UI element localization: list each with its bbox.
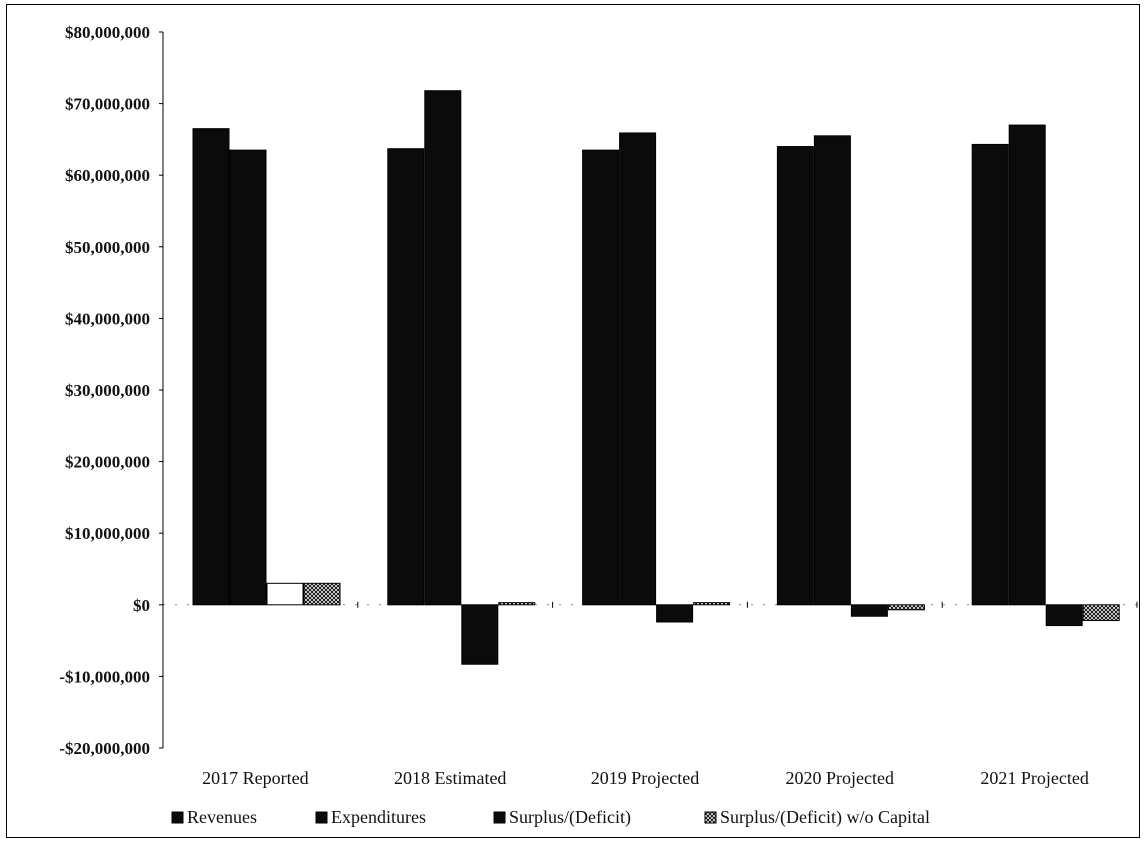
legend-label-expenditures: Expenditures — [331, 807, 426, 827]
y-tick-label: $30,000,000 — [65, 381, 150, 400]
bar-surplus-deficit-w-o-capital-2021-projected — [1082, 604, 1120, 622]
bar-surplus-deficit-w-o-capital-2017-reported — [303, 582, 341, 606]
y-tick-label: $70,000,000 — [65, 95, 150, 114]
legend-label-surplus-deficit-w-o-capital: Surplus/(Deficit) w/o Capital — [720, 807, 930, 828]
bar-expenditures-2017-reported — [229, 149, 267, 606]
y-tick-label: $20,000,000 — [65, 453, 150, 472]
bar-expenditures-2018-estimated — [424, 90, 462, 606]
y-tick-label: $50,000,000 — [65, 238, 150, 257]
x-category-label: 2018 Estimated — [394, 768, 506, 788]
bar-surplus-deficit-2021-projected — [1045, 604, 1083, 627]
x-category-label: 2019 Projected — [591, 768, 699, 788]
bar-expenditures-2021-projected — [1008, 124, 1046, 606]
bar-expenditures-2020-projected — [813, 135, 851, 606]
y-tick-label: $60,000,000 — [65, 166, 150, 185]
y-tick-label: $40,000,000 — [65, 309, 150, 328]
bar-surplus-deficit-w-o-capital-2018-estimated — [498, 602, 536, 606]
y-tick-label: $10,000,000 — [65, 524, 150, 543]
legend-swatch-expenditures — [315, 811, 328, 824]
y-tick-label: $80,000,000 — [65, 23, 150, 42]
bar-expenditures-2019-projected — [619, 132, 657, 606]
y-tick-label: -$10,000,000 — [59, 667, 150, 686]
bar-surplus-deficit-2017-reported — [266, 582, 304, 606]
bar-revenues-2020-projected — [776, 146, 814, 606]
bar-surplus-deficit-2019-projected — [656, 604, 694, 623]
bar-surplus-deficit-w-o-capital-2020-projected — [887, 604, 925, 611]
bar-surplus-deficit-w-o-capital-2019-projected — [693, 602, 731, 606]
bar-surplus-deficit-2020-projected — [850, 604, 888, 617]
y-tick-label: -$20,000,000 — [59, 739, 150, 758]
bar-revenues-2021-projected — [971, 143, 1009, 606]
y-tick-label: $0 — [133, 596, 150, 615]
legend-label-revenues: Revenues — [187, 807, 257, 827]
x-category-label: 2020 Projected — [786, 768, 894, 788]
legend-swatch-revenues — [171, 811, 184, 824]
legend-label-surplus-deficit: Surplus/(Deficit) — [509, 807, 631, 828]
x-category-label: 2021 Projected — [980, 768, 1088, 788]
legend-swatch-surplus-deficit-w-o-capital — [704, 811, 717, 824]
legend-swatch-surplus-deficit — [493, 811, 506, 824]
bar-revenues-2018-estimated — [387, 148, 425, 606]
bar-revenues-2019-projected — [582, 149, 620, 606]
bar-surplus-deficit-2018-estimated — [461, 604, 499, 665]
x-category-label: 2017 Reported — [202, 768, 308, 788]
bar-revenues-2017-reported — [192, 128, 230, 606]
